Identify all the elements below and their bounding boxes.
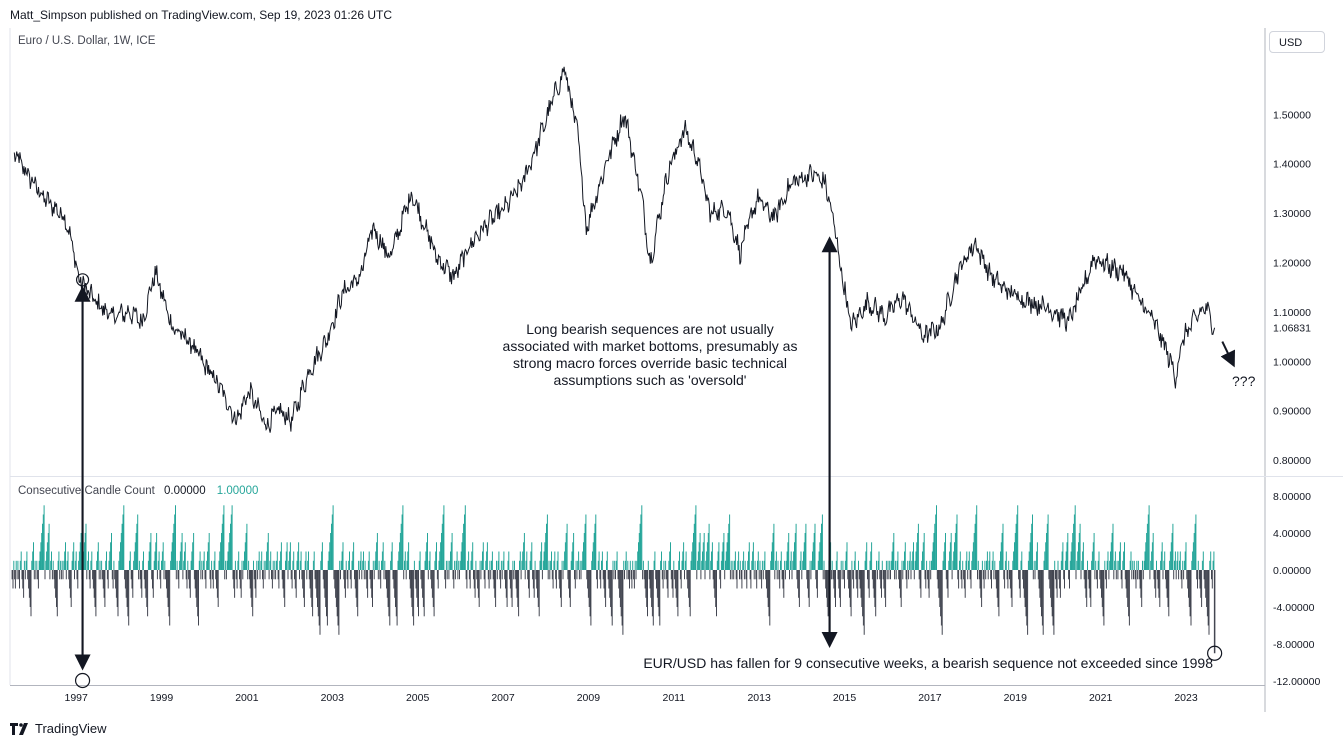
publisher-header: Matt_Simpson published on TradingView.co… [10, 8, 393, 22]
time-tick-label: 2001 [235, 692, 259, 704]
highlight-circle [1207, 645, 1223, 661]
bottom-note: EUR/USD has fallen for 9 consecutive wee… [643, 655, 1213, 671]
indicator-tick-label: -8.00000 [1273, 639, 1315, 651]
price-tick-label: 1.30000 [1273, 208, 1311, 220]
question-note: ??? [1232, 373, 1256, 389]
indicator-bars [11, 505, 1216, 654]
main-note-line: strong macro forces override basic techn… [513, 355, 787, 371]
indicator-tick-label: 8.00000 [1273, 491, 1311, 503]
time-tick-label: 2015 [833, 692, 857, 704]
price-line [13, 66, 1216, 433]
time-tick-label: 2003 [321, 692, 345, 704]
price-tick-label: 1.20000 [1273, 258, 1311, 270]
main-note-line: associated with market bottoms, presumab… [503, 338, 798, 354]
time-tick-label: 2005 [406, 692, 430, 704]
time-tick-label: 2023 [1174, 692, 1198, 704]
price-tick-label: 0.80000 [1273, 455, 1311, 467]
tradingview-logo[interactable]: TradingView [10, 721, 107, 736]
time-tick-label: 2007 [491, 692, 515, 704]
time-tick-label: 2011 [662, 692, 685, 704]
price-tick-label: 1.50000 [1273, 109, 1311, 121]
indicator-value-1: 0.00000 [164, 485, 206, 497]
annotations: Long bearish sequences are not usuallyas… [74, 236, 1256, 689]
time-tick-label: 1997 [64, 692, 88, 704]
symbol-title: Euro / U.S. Dollar, 1W, ICE [18, 35, 156, 47]
time-tick-label: 2021 [1089, 692, 1113, 704]
price-tick-label: 1.00000 [1273, 356, 1311, 368]
indicator-tick-label: -4.00000 [1273, 602, 1315, 614]
time-tick-label: 2013 [747, 692, 771, 704]
indicator-legend: Consecutive Candle Count 0.00000 1.00000 [18, 485, 258, 497]
highlight-circle [74, 672, 91, 689]
indicator-tick-label: 0.00000 [1273, 565, 1311, 577]
price-tick-label: 1.40000 [1273, 159, 1311, 171]
indicator-name: Consecutive Candle Count [18, 485, 155, 497]
time-tick-label: 2009 [577, 692, 601, 704]
tradingview-logo-icon [10, 722, 28, 735]
time-tick-label: 2017 [918, 692, 942, 704]
currency-button[interactable]: USD [1269, 31, 1325, 53]
time-tick-label: 2019 [1004, 692, 1028, 704]
last-price-label: 1.06831 [1273, 323, 1311, 335]
price-tick-label: 1.10000 [1273, 307, 1311, 319]
brand-name: TradingView [35, 721, 107, 736]
forecast-arrow [1220, 341, 1236, 368]
axes: 1.50000 1.40000 1.30000 1.20000 1.10000 1.000… [64, 109, 1320, 704]
main-note-line: assumptions such as 'oversold' [554, 372, 747, 388]
indicator-tick-label: 4.00000 [1273, 528, 1311, 540]
price-tick-label: 0.90000 [1273, 406, 1311, 418]
main-note-line: Long bearish sequences are not usually [526, 321, 774, 337]
price-series [13, 66, 1216, 433]
time-tick-label: 1999 [150, 692, 174, 704]
indicator-tick-label: -12.00000 [1273, 676, 1320, 688]
chart-frame [9, 28, 1343, 712]
indicator-value-2: 1.00000 [216, 485, 259, 497]
